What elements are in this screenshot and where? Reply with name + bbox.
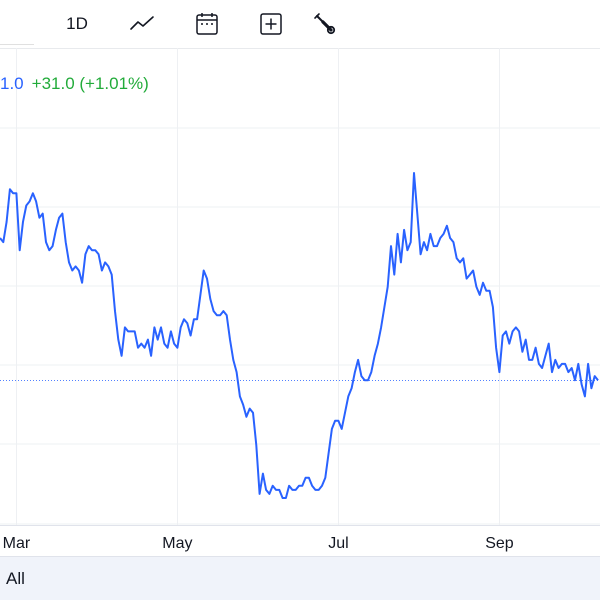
- range-all-button[interactable]: All: [6, 569, 25, 588]
- chart-toolbar: 1D: [0, 0, 600, 49]
- toolbar-divider: [0, 44, 34, 45]
- price-chart-svg[interactable]: Mar May Jul Sep: [0, 48, 600, 555]
- range-bar: All: [0, 556, 600, 600]
- interval-button[interactable]: 1D: [66, 14, 88, 33]
- calendar-icon: [196, 13, 218, 35]
- last-price: 1.0: [0, 74, 24, 93]
- x-axis-tick-label: May: [162, 535, 192, 552]
- x-axis-tick-label: Sep: [485, 535, 514, 552]
- x-axis-line: [0, 525, 600, 526]
- price-change: +31.0 (+1.01%): [31, 74, 149, 93]
- settings-button[interactable]: [308, 8, 342, 40]
- add-indicator-button[interactable]: [254, 8, 288, 40]
- x-axis-tick-label: Mar: [3, 535, 31, 552]
- date-range-button[interactable]: [190, 8, 224, 40]
- add-plus-icon: [260, 13, 282, 35]
- quote-header: 1.0 +31.0 (+1.01%): [0, 74, 149, 98]
- x-axis-tick-label: Jul: [328, 535, 348, 552]
- line-chart-icon: [130, 16, 154, 30]
- price-chart[interactable]: Mar May Jul Sep: [0, 48, 600, 555]
- price-line: [0, 172, 599, 499]
- wrench-icon: [314, 13, 336, 35]
- chart-type-button[interactable]: [124, 8, 160, 40]
